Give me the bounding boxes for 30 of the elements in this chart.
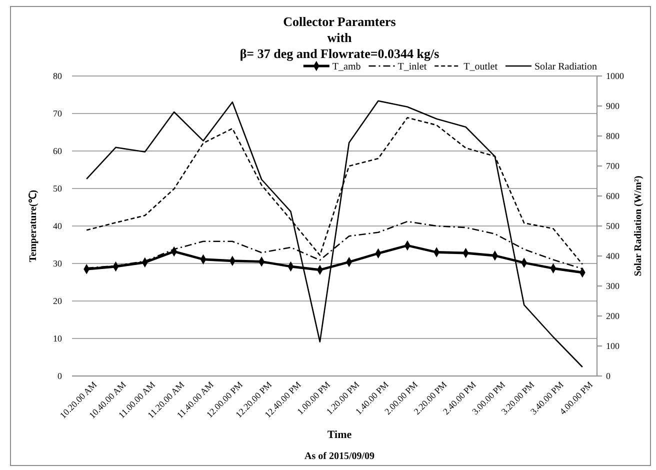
line-series: [86, 100, 584, 368]
chart-title: Collector Paramters with β= 37 deg and Flowrate=0.0344 kg/s: [240, 14, 440, 61]
y2-tick-label: 600: [606, 190, 620, 201]
y-tick-label: 80: [53, 70, 62, 81]
legend-label: T_outlet: [464, 62, 498, 72]
y-tick-label: 10: [53, 333, 62, 344]
y-tick-label: 50: [53, 183, 62, 194]
legend-label: T_inlet: [398, 62, 427, 72]
y-tick-label: 20: [53, 296, 62, 306]
legend-label: T_amb: [332, 62, 361, 72]
y-tick-label: 40: [53, 220, 62, 231]
y-tick-label: 60: [53, 146, 62, 156]
y2-tick-label: 0: [606, 370, 611, 381]
legend-label: Solar Radiation: [534, 62, 597, 72]
y2-tick-label: 300: [606, 280, 620, 291]
y-axis-title: Temperature(℃): [28, 190, 39, 262]
y-tick-label: 70: [53, 108, 62, 118]
y-tick-label: 0: [58, 370, 62, 381]
y2-tick-label: 200: [606, 310, 620, 321]
y2-tick-label: 400: [606, 250, 620, 261]
y2-tick-label: 900: [606, 100, 620, 111]
y2-tick-label: 800: [606, 130, 620, 141]
y2-tick-label: 700: [606, 160, 620, 171]
text: As of 2015/09/09: [304, 451, 374, 462]
x-axis-title: Time: [327, 429, 352, 441]
y2-tick-label: 500: [606, 220, 620, 231]
y2-axis-title: Solar Radiation (W/m²): [633, 176, 644, 276]
y-tick-label: 30: [53, 258, 62, 268]
y2-tick-label: 100: [606, 340, 620, 351]
y2-tick-label: 1000: [606, 70, 624, 81]
